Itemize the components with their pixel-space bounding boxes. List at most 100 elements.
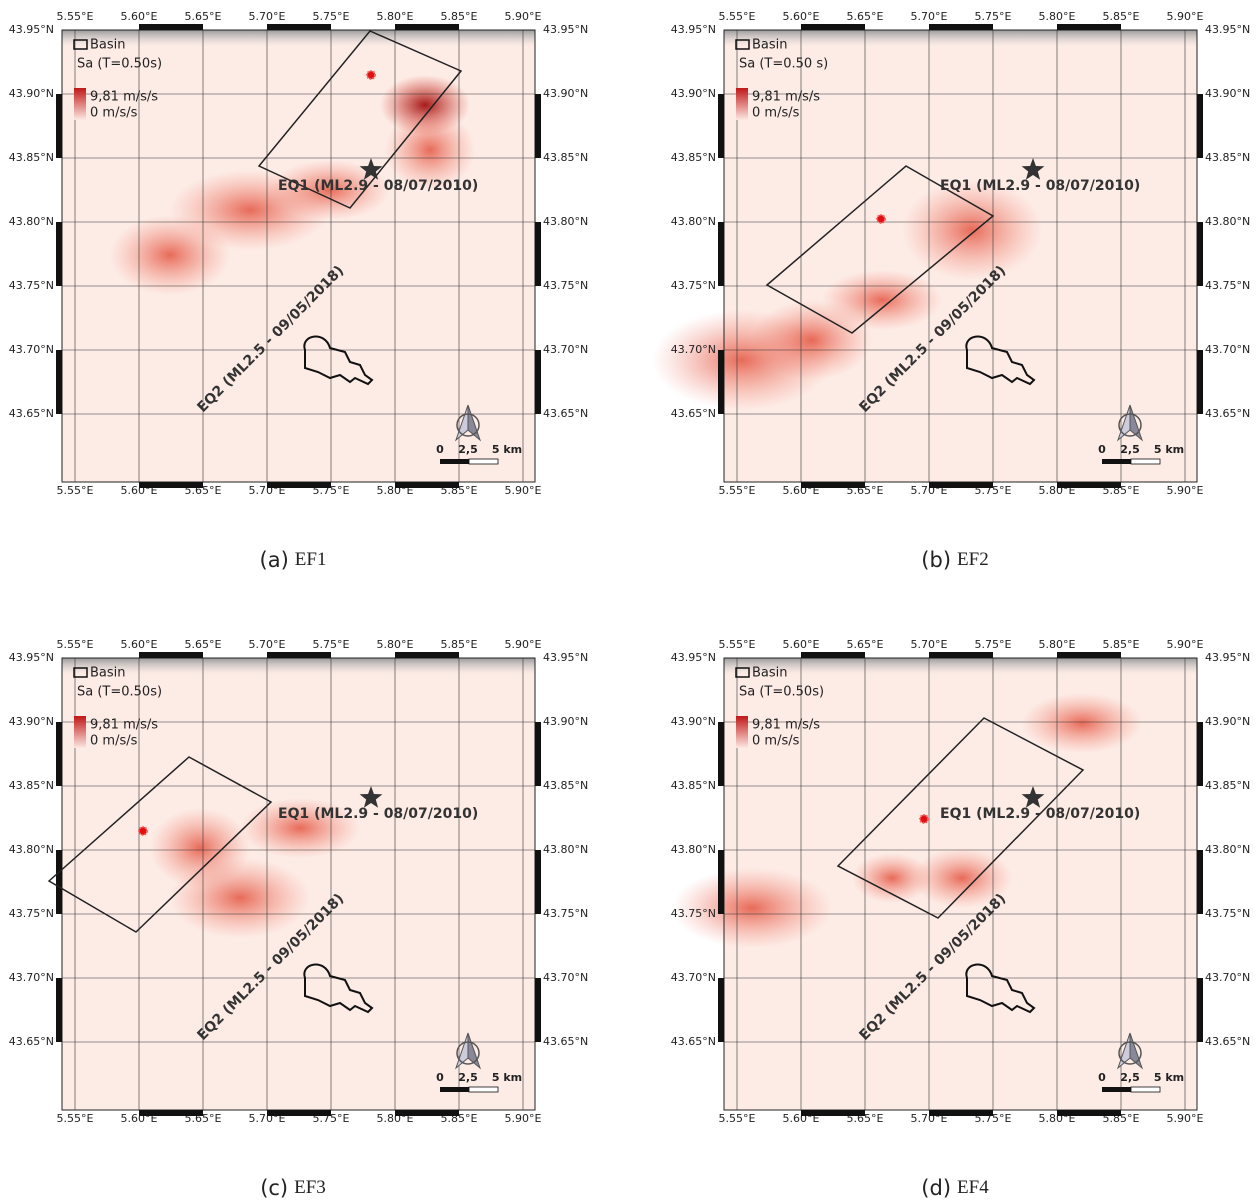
caption-name: EF1	[295, 549, 327, 570]
legend-ramp	[736, 88, 748, 120]
north-arrow-ring	[1118, 1041, 1142, 1065]
source-rectangle	[765, 165, 995, 334]
scale-bar	[440, 459, 469, 464]
scale-bar	[1102, 1087, 1131, 1092]
scale-label: 0	[1098, 443, 1106, 456]
frame-bar	[929, 652, 993, 658]
lat-label: 43.85°N	[9, 779, 54, 792]
frame-bar	[139, 24, 203, 30]
lat-label: 43.95°N	[671, 651, 716, 664]
legend-min: 0 m/s/s	[90, 106, 138, 121]
lat-label: 43.70°N	[1205, 971, 1250, 984]
hypocenter	[366, 70, 376, 80]
lon-label: 5.55°E	[719, 484, 756, 497]
basin-outline	[303, 963, 374, 1014]
lat-label: 43.70°N	[671, 343, 716, 356]
lon-label: 5.90°E	[1167, 1112, 1204, 1125]
lat-label: 43.65°N	[671, 407, 716, 420]
lat-label: 43.65°N	[9, 407, 54, 420]
lat-label: 43.70°N	[1205, 343, 1250, 356]
lon-label: 5.85°E	[1103, 10, 1140, 23]
frame-bar	[535, 722, 541, 786]
legend-ramp	[74, 88, 86, 120]
lon-label: 5.85°E	[441, 638, 478, 651]
north-arrow-ring	[456, 1041, 480, 1065]
hillshade	[62, 30, 535, 46]
lat-label: 43.80°N	[671, 843, 716, 856]
frame-bar	[718, 350, 724, 414]
lat-label: 43.75°N	[671, 279, 716, 292]
lon-label: 5.90°E	[505, 484, 542, 497]
frame-bar	[535, 222, 541, 286]
lat-label: 43.90°N	[1205, 715, 1250, 728]
eq1-star	[1021, 786, 1045, 808]
frame-bar	[139, 482, 203, 488]
source-rectangle	[47, 756, 273, 933]
heat-area	[150, 808, 250, 888]
lat-label: 43.75°N	[671, 907, 716, 920]
scale-label: 0	[436, 443, 444, 456]
frame-bar	[1057, 482, 1121, 488]
heat-area	[852, 853, 932, 903]
legend-max: 9,81 m/s/s	[90, 718, 158, 733]
lon-label: 5.70°E	[249, 10, 286, 23]
frame-bar	[56, 350, 62, 414]
frame-bar	[718, 722, 724, 786]
scale-label: 0	[1098, 1071, 1106, 1084]
caption: (b) EF2	[921, 548, 988, 572]
lat-label: 43.85°N	[543, 151, 588, 164]
frame-bar	[1197, 722, 1203, 786]
legend-max: 9,81 m/s/s	[90, 90, 158, 105]
lon-label: 5.75°E	[313, 10, 350, 23]
lat-label: 43.80°N	[1205, 843, 1250, 856]
frame-bar	[1197, 222, 1203, 286]
lon-label: 5.60°E	[121, 10, 158, 23]
lat-label: 43.80°N	[9, 843, 54, 856]
lat-label: 43.85°N	[543, 779, 588, 792]
hypocenter	[138, 826, 148, 836]
frame-bar	[718, 222, 724, 286]
lat-label: 43.70°N	[9, 971, 54, 984]
hillshade	[724, 658, 1197, 674]
scale-label: 0	[436, 1071, 444, 1084]
north-arrow-ring	[1118, 413, 1142, 437]
lat-label: 43.65°N	[9, 1035, 54, 1048]
lat-label: 43.90°N	[543, 87, 588, 100]
frame-bar	[139, 1110, 203, 1116]
lon-label: 5.80°E	[1039, 638, 1076, 651]
frame-bar	[535, 850, 541, 914]
lat-label: 43.85°N	[671, 151, 716, 164]
eq1-label: EQ1 (ML2.9 - 08/07/2010)	[278, 178, 478, 194]
lon-label: 5.55°E	[719, 1112, 756, 1125]
legend-ramp	[736, 716, 748, 748]
legend-basin-symbol	[735, 667, 750, 678]
lat-label: 43.70°N	[543, 343, 588, 356]
lat-label: 43.70°N	[9, 343, 54, 356]
lat-label: 43.75°N	[9, 279, 54, 292]
frame-bar	[1197, 94, 1203, 158]
frame-bar	[56, 978, 62, 1042]
frame-bar	[395, 482, 459, 488]
eq1-star	[359, 158, 383, 180]
scale-bar	[1102, 459, 1131, 464]
eq1-label: EQ1 (ML2.9 - 08/07/2010)	[940, 178, 1140, 194]
caption-label: (d)	[921, 1176, 951, 1200]
legend-min: 0 m/s/s	[752, 106, 800, 121]
heat-area	[912, 848, 1012, 908]
frame-bar	[139, 652, 203, 658]
caption-label: (b)	[921, 548, 951, 572]
caption-name: EF2	[957, 549, 989, 570]
frame-bar	[395, 652, 459, 658]
lat-label: 43.75°N	[543, 279, 588, 292]
frame-bar	[929, 24, 993, 30]
lon-label: 5.65°E	[185, 10, 222, 23]
scale-label: 5 km	[1154, 1071, 1184, 1084]
frame-bar	[1197, 350, 1203, 414]
north-arrow-ring	[456, 413, 480, 437]
lat-label: 43.95°N	[543, 23, 588, 36]
lat-label: 43.65°N	[1205, 1035, 1250, 1048]
lon-label: 5.90°E	[505, 638, 542, 651]
eq1-star	[359, 786, 383, 808]
lat-label: 43.90°N	[671, 715, 716, 728]
